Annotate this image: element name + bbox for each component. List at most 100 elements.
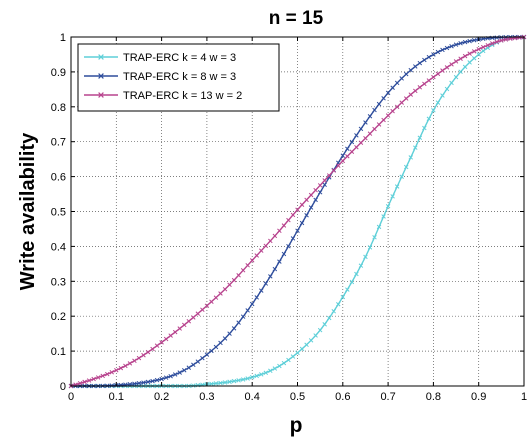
data-point-marker xyxy=(213,381,219,386)
data-point-marker xyxy=(145,379,151,385)
data-point-marker xyxy=(295,350,300,356)
data-point-marker xyxy=(354,271,359,277)
data-point-marker xyxy=(204,352,210,357)
data-point-marker xyxy=(150,378,155,384)
data-point-marker xyxy=(218,340,223,346)
data-point-marker xyxy=(499,38,504,43)
legend-label: TRAP-ERC k = 13 w = 2 xyxy=(123,90,242,102)
data-point-marker xyxy=(363,254,368,260)
data-point-marker xyxy=(490,41,495,46)
data-point-marker xyxy=(462,53,468,59)
data-point-marker xyxy=(277,259,282,264)
data-point-marker xyxy=(385,90,391,96)
data-point-marker xyxy=(150,346,155,352)
data-point-marker xyxy=(195,311,201,316)
data-point-marker xyxy=(431,108,436,113)
data-point-marker xyxy=(413,64,418,69)
data-point-marker xyxy=(336,163,341,168)
data-point-marker xyxy=(458,56,463,61)
data-point-marker xyxy=(231,378,237,384)
data-point-marker xyxy=(462,39,468,45)
data-point-marker xyxy=(268,274,273,279)
data-point-marker xyxy=(154,377,160,383)
data-point-marker xyxy=(313,197,318,203)
data-point-marker xyxy=(286,217,291,223)
data-point-marker xyxy=(376,224,382,230)
data-point-marker xyxy=(200,307,205,312)
data-point-marker xyxy=(254,295,259,300)
data-point-marker xyxy=(480,48,486,54)
data-point-marker xyxy=(227,331,232,336)
data-point-marker xyxy=(209,381,214,387)
data-point-marker xyxy=(354,144,359,150)
data-point-marker xyxy=(431,52,436,57)
data-point-marker xyxy=(376,122,382,127)
x-tick-label: 0.9 xyxy=(471,391,486,403)
data-point-marker xyxy=(240,268,246,273)
data-point-marker xyxy=(340,294,346,300)
data-point-marker xyxy=(349,139,355,145)
data-point-marker xyxy=(349,149,355,154)
y-tick-label: 0.3 xyxy=(51,276,66,288)
data-point-marker xyxy=(263,243,269,249)
data-point-marker xyxy=(295,228,300,233)
data-point-marker xyxy=(494,35,500,40)
data-point-marker xyxy=(453,74,459,80)
data-point-marker xyxy=(322,178,327,183)
data-point-marker xyxy=(385,113,391,118)
data-point-marker xyxy=(471,49,477,54)
x-tick-label: 0.4 xyxy=(245,391,260,403)
data-point-marker xyxy=(367,131,373,136)
data-point-marker xyxy=(268,368,273,374)
data-point-marker xyxy=(159,340,164,345)
data-point-marker xyxy=(172,372,178,377)
legend: TRAP-ERC k = 4 w = 3 TRAP-ERC k = 8 w = 3… xyxy=(77,43,280,112)
data-point-marker xyxy=(449,62,454,67)
y-tick-label: 0.2 xyxy=(51,311,66,323)
data-point-marker xyxy=(462,64,468,70)
legend-box xyxy=(77,43,280,112)
data-point-marker xyxy=(259,372,264,377)
data-point-marker xyxy=(385,204,391,209)
data-point-marker xyxy=(259,248,264,253)
data-point-marker xyxy=(163,375,169,380)
data-point-marker xyxy=(82,379,87,385)
data-point-marker xyxy=(100,373,105,379)
data-point-marker xyxy=(186,318,192,324)
data-point-marker xyxy=(422,125,427,131)
y-tick-label: 0.5 xyxy=(51,207,66,219)
data-point-marker xyxy=(159,376,164,382)
data-point-marker xyxy=(168,373,173,379)
data-point-marker xyxy=(290,212,296,218)
data-point-marker xyxy=(236,273,241,278)
y-tick-label: 0 xyxy=(60,381,66,393)
data-point-marker xyxy=(394,80,400,86)
data-point-marker xyxy=(358,263,364,268)
data-point-marker xyxy=(281,360,287,366)
data-point-marker xyxy=(218,291,223,296)
x-tick-label: 0.6 xyxy=(335,391,350,403)
data-point-marker xyxy=(322,322,327,327)
y-tick-label: 0.7 xyxy=(51,137,66,149)
data-point-marker xyxy=(222,380,228,385)
data-point-marker xyxy=(123,363,128,369)
data-point-marker xyxy=(471,37,477,43)
data-point-marker xyxy=(345,146,350,152)
data-point-marker xyxy=(181,368,187,373)
series-3 xyxy=(68,34,527,389)
data-point-marker xyxy=(476,46,481,52)
data-point-marker xyxy=(480,44,486,50)
data-point-marker xyxy=(272,366,278,371)
data-point-marker xyxy=(444,45,450,51)
data-point-marker xyxy=(440,68,445,73)
data-point-marker xyxy=(417,135,423,141)
data-point-marker xyxy=(458,41,463,46)
x-tick-label: 0.3 xyxy=(199,391,214,403)
data-point-marker xyxy=(114,368,119,373)
data-point-marker xyxy=(503,37,509,42)
data-point-marker xyxy=(118,365,124,371)
data-point-marker xyxy=(340,158,346,164)
data-point-marker xyxy=(245,376,250,381)
x-tick-label: 0.8 xyxy=(426,391,441,403)
